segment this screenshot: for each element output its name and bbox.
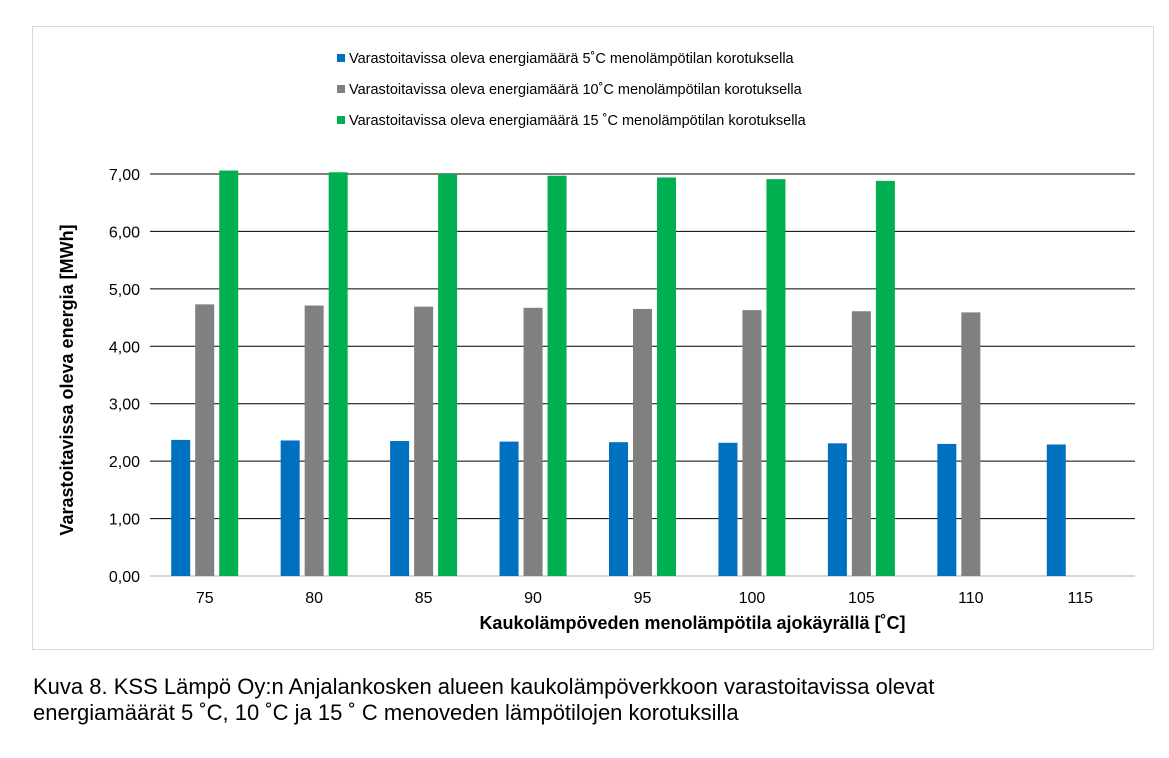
x-tick-label: 80 bbox=[305, 590, 323, 607]
bar-series-2 bbox=[742, 310, 762, 576]
bar-series-3 bbox=[657, 177, 676, 576]
bar-series-3 bbox=[766, 179, 786, 576]
y-tick-label: 5,00 bbox=[109, 282, 140, 299]
x-tick-label: 110 bbox=[958, 590, 984, 607]
y-axis-title: Varastoitavissa oleva energia [MWh] bbox=[57, 224, 77, 535]
y-tick-label: 4,00 bbox=[109, 339, 140, 356]
x-tick-label: 100 bbox=[739, 590, 766, 607]
bar-series-1 bbox=[827, 443, 847, 576]
bar-series-3 bbox=[438, 174, 458, 576]
x-axis-title: Kaukolämpöveden menolämpötila ajokäyräll… bbox=[479, 613, 905, 633]
bar-series-3 bbox=[328, 172, 348, 576]
legend-swatch bbox=[337, 85, 345, 93]
legend-swatch bbox=[337, 116, 345, 124]
bar-series-1 bbox=[280, 440, 300, 576]
bar-series-1 bbox=[390, 441, 410, 576]
caption-line-2: energiamäärät 5 ˚C, 10 ˚C ja 15 ˚ C meno… bbox=[33, 700, 739, 725]
legend-entry: Varastoitavissa oleva energiamäärä 10˚C … bbox=[349, 82, 803, 98]
bar-series-2 bbox=[851, 311, 871, 576]
x-tick-label: 75 bbox=[196, 590, 214, 607]
bar-series-1 bbox=[718, 442, 738, 576]
legend-entry: Varastoitavissa oleva energiamäärä 15 ˚C… bbox=[349, 113, 807, 129]
figure-caption: Kuva 8. KSS Lämpö Oy:n Anjalankosken alu… bbox=[33, 674, 1153, 726]
bar-series-1 bbox=[1046, 444, 1066, 576]
x-tick-label: 85 bbox=[415, 590, 433, 607]
bar-series-2 bbox=[304, 305, 324, 576]
bar-series-1 bbox=[171, 439, 191, 576]
bar-series-2 bbox=[195, 304, 215, 576]
bar-series-1 bbox=[609, 442, 628, 576]
y-tick-label: 2,00 bbox=[109, 454, 140, 471]
y-tick-label: 7,00 bbox=[109, 167, 140, 184]
y-tick-label: 3,00 bbox=[109, 397, 140, 414]
y-tick-label: 6,00 bbox=[109, 224, 140, 241]
y-tick-label: 0,00 bbox=[109, 569, 140, 586]
bar-series-3 bbox=[219, 170, 239, 576]
legend-swatch bbox=[337, 54, 345, 62]
y-tick-label: 1,00 bbox=[109, 512, 140, 529]
x-tick-label: 95 bbox=[634, 590, 652, 607]
bar-series-2 bbox=[523, 307, 543, 576]
bar-series-1 bbox=[937, 443, 957, 576]
bar-series-3 bbox=[875, 180, 895, 577]
bar-series-1 bbox=[499, 441, 519, 576]
bar-chart: 0,00 1,00 2,00 3,00 4,00 5,00 6,00 7,00 75 80 85 90… bbox=[57, 51, 1135, 633]
bar-series-3 bbox=[547, 175, 567, 577]
x-tick-label: 105 bbox=[848, 590, 875, 607]
x-tick-label: 115 bbox=[1068, 590, 1094, 607]
legend-entry: Varastoitavissa oleva energiamäärä 5˚C m… bbox=[349, 51, 795, 67]
caption-line-1: Kuva 8. KSS Lämpö Oy:n Anjalankosken alu… bbox=[33, 674, 935, 699]
bar-series-2 bbox=[961, 312, 981, 576]
x-tick-label: 90 bbox=[524, 590, 542, 607]
bar-series-2 bbox=[414, 306, 434, 576]
bar-series-2 bbox=[633, 308, 652, 576]
